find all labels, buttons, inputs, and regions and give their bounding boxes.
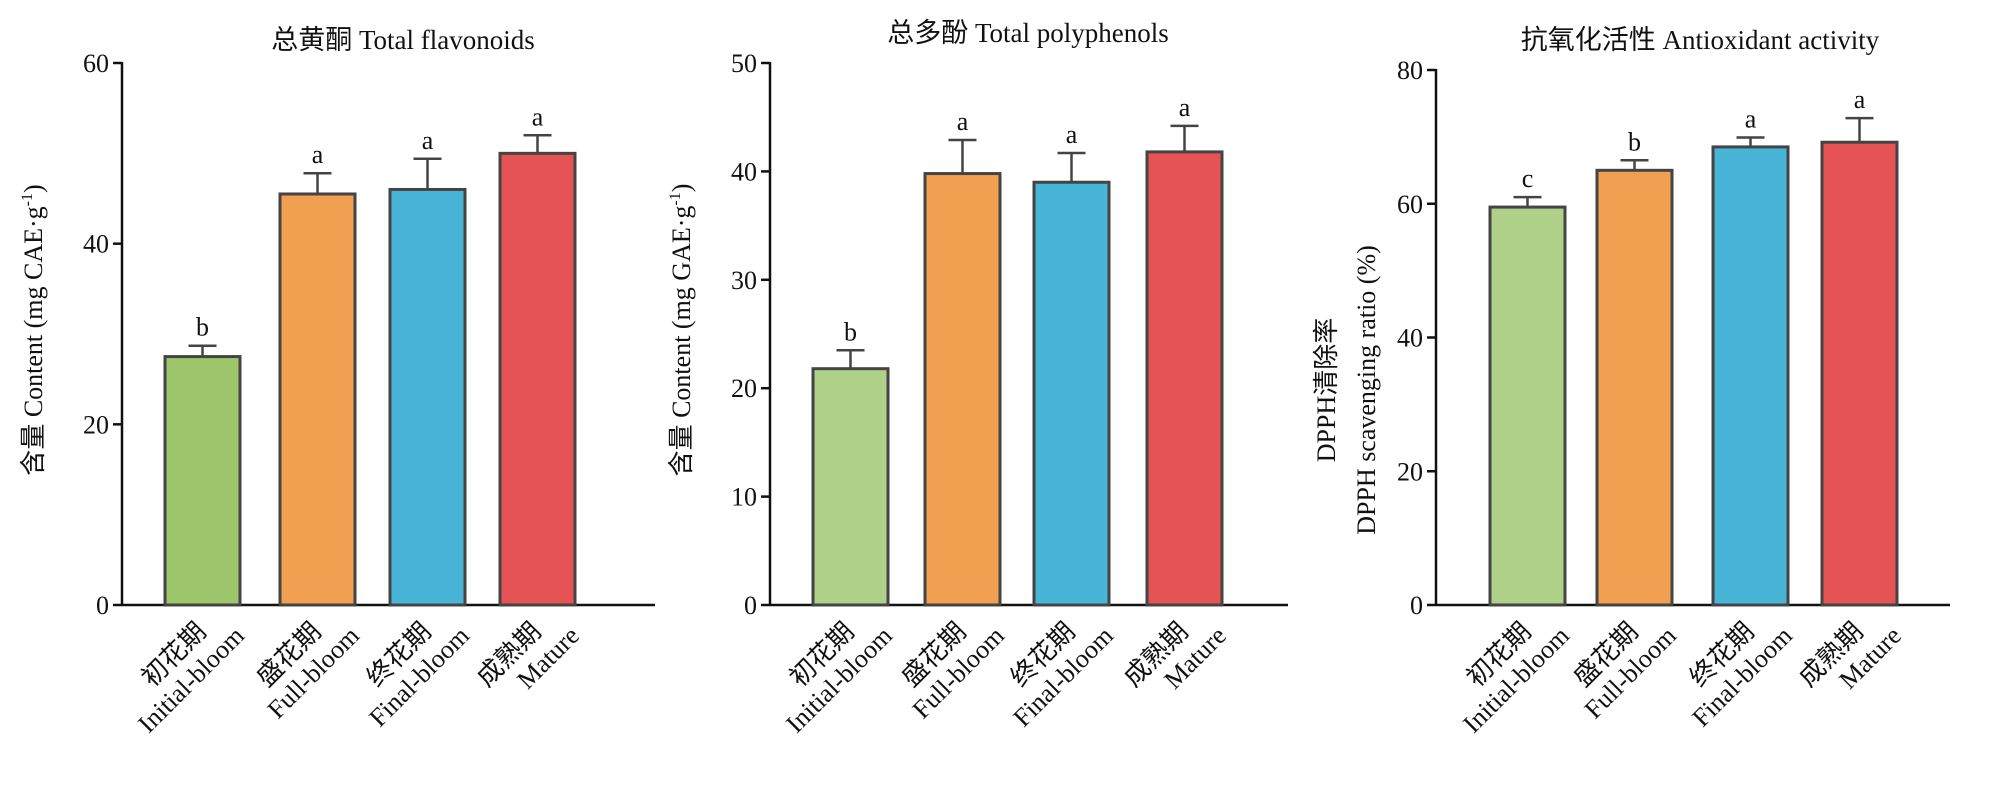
y-axis-label: 含量 Content (mg GAE·g-1): [667, 184, 696, 477]
significance-label-2: a: [957, 107, 969, 136]
y-tick-label: 30: [731, 266, 757, 295]
bar-1: [1488, 205, 1567, 607]
y-tick-label: 20: [731, 374, 757, 403]
significance-label-4: a: [1854, 85, 1866, 114]
y-axis-label: 含量 Content (mg CAE·g-1): [19, 184, 48, 475]
significance-label-3: a: [1745, 105, 1757, 134]
bar-2: [278, 192, 357, 607]
significance-label-3: a: [1066, 120, 1078, 149]
y-axis-label-close: ): [667, 184, 696, 193]
y-tick-label: 20: [1397, 457, 1423, 486]
significance-label-4: a: [532, 102, 544, 131]
y-tick-label: 50: [731, 49, 757, 78]
significance-label-1: b: [844, 317, 857, 346]
y-axis-label-close: ): [19, 184, 48, 193]
significance-label-4: a: [1179, 93, 1191, 122]
y-tick-label: 10: [731, 483, 757, 512]
significance-label-1: b: [196, 313, 209, 342]
chart-1: 总黄酮 Total flavonoids 含量 Content (mg CAE·g…: [19, 25, 655, 739]
bar-4: [498, 151, 577, 607]
significance-label-3: a: [422, 126, 434, 155]
bar-1: [811, 367, 890, 607]
y-tick-label: 40: [1397, 324, 1423, 353]
chart-3: 抗氧化活性 Antioxidant activity DPPH清除率 DPPH sc…: [1312, 25, 1950, 739]
bar-2: [1595, 168, 1674, 607]
chart-2: 总多酚 Total polyphenols 含量 Content (mg GAE·…: [667, 18, 1288, 739]
significance-label-2: a: [312, 140, 324, 169]
y-axis-label-superscript: -1: [667, 192, 684, 205]
y-tick-label: 60: [1397, 190, 1423, 219]
significance-label-2: b: [1628, 127, 1641, 156]
y-tick-label: 0: [1410, 591, 1423, 620]
y-axis-label-line1: DPPH清除率: [1312, 318, 1341, 462]
bar-3: [388, 187, 467, 607]
y-tick-label: 40: [731, 157, 757, 186]
y-tick-label: 0: [96, 591, 109, 620]
chart-title: 总黄酮 Total flavonoids: [271, 25, 535, 55]
bar-4: [1145, 150, 1224, 607]
bar-1: [163, 355, 242, 607]
bar-4: [1820, 140, 1899, 607]
chart-title: 总多酚 Total polyphenols: [887, 18, 1169, 48]
y-axis-label-line2: DPPH scavenging ratio (%): [1352, 245, 1381, 535]
y-tick-label: 40: [83, 230, 109, 259]
y-tick-label: 0: [744, 591, 757, 620]
chart-title: 抗氧化活性 Antioxidant activity: [1521, 25, 1880, 55]
y-tick-label: 80: [1397, 56, 1423, 85]
y-axis-label-superscript: -1: [19, 193, 36, 206]
y-axis-label-main: 含量 Content (mg GAE·g: [667, 206, 696, 477]
bar-3: [1711, 145, 1790, 607]
significance-label-1: c: [1522, 164, 1534, 193]
bar-2: [923, 172, 1002, 607]
y-tick-label: 60: [83, 49, 109, 78]
y-axis-label-main: 含量 Content (mg CAE·g: [19, 206, 48, 475]
bar-3: [1032, 180, 1111, 607]
y-tick-label: 20: [83, 410, 109, 439]
